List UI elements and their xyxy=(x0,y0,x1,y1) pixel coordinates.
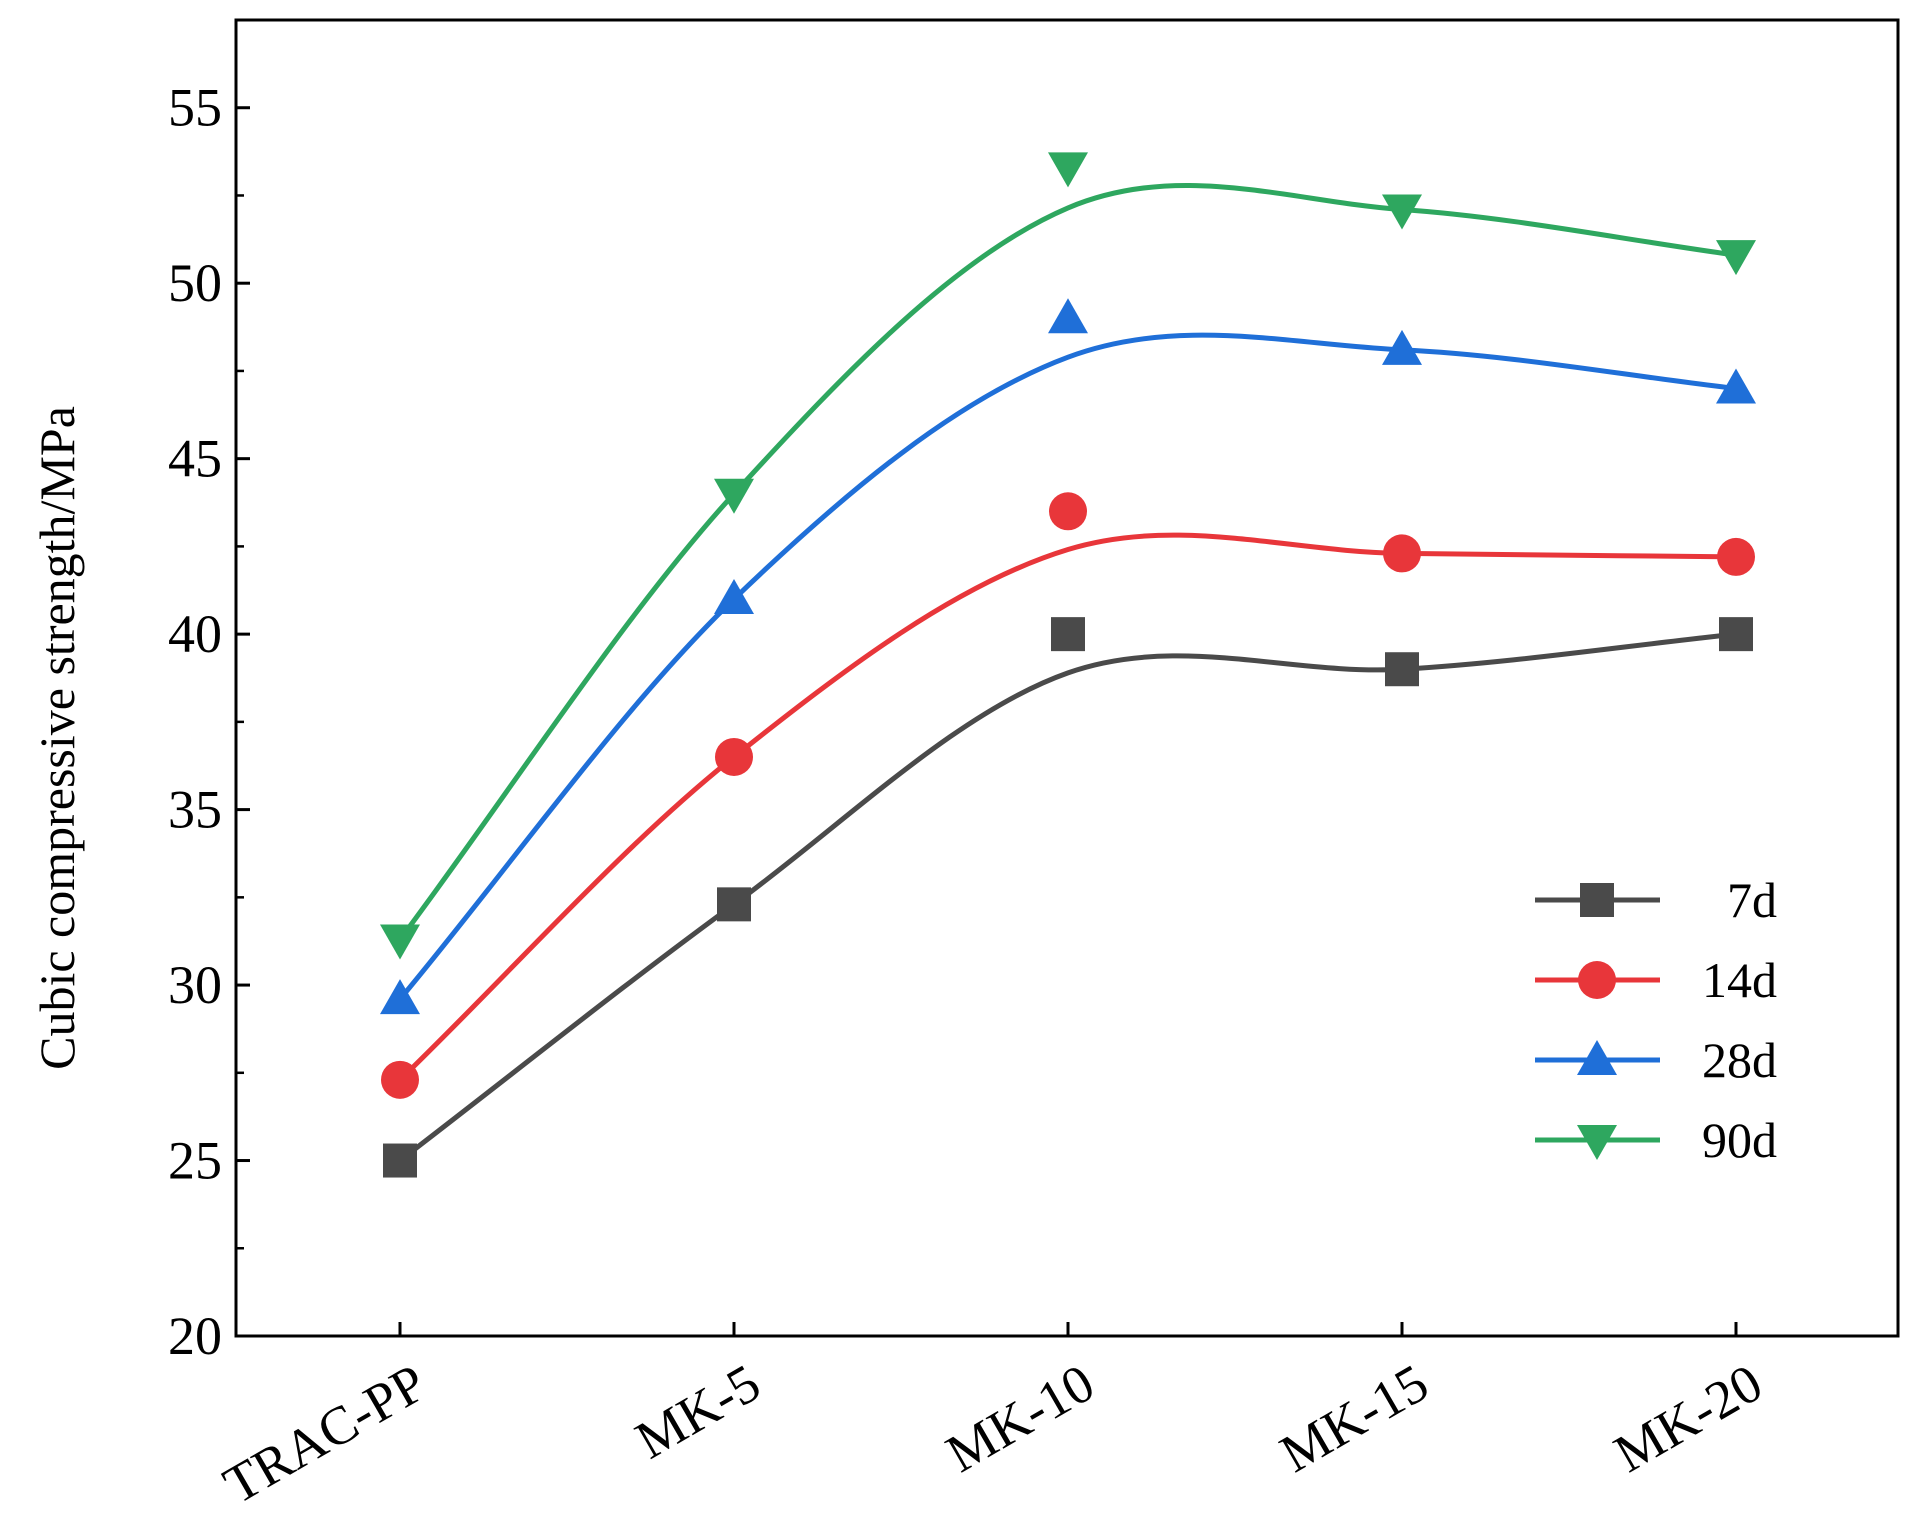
series-line-14d xyxy=(398,532,1737,1082)
x-axis: TRAC-PP MK-5 MK-10 MK-15 MK-20 xyxy=(214,1322,1772,1515)
legend-marker-28d xyxy=(1577,1040,1617,1075)
data-point-90d-MK-5 xyxy=(714,478,754,514)
y-tick-label: 45 xyxy=(168,429,222,489)
series-line-7d xyxy=(398,631,1737,1163)
y-tick-label: 25 xyxy=(168,1131,222,1191)
y-tick-label: 40 xyxy=(168,604,222,664)
data-point-7d-MK-20 xyxy=(1719,617,1753,652)
x-tick-label: MK-20 xyxy=(1604,1352,1772,1483)
legend: 7d 14d 28d 90d xyxy=(1535,872,1777,1168)
x-tick-label: MK-5 xyxy=(626,1352,770,1470)
legend-label-14d: 14d xyxy=(1702,952,1777,1008)
data-point-14d-MK-5 xyxy=(715,737,753,776)
data-point-28d-MK-15 xyxy=(1382,329,1422,365)
data-point-7d-MK-10 xyxy=(1051,617,1085,652)
series-line-28d xyxy=(398,332,1737,1001)
data-point-7d-MK-15 xyxy=(1385,652,1419,687)
data-point-7d-MK-5 xyxy=(717,887,751,922)
data-point-28d-MK-10 xyxy=(1048,298,1088,334)
data-point-90d-MK-15 xyxy=(1382,194,1422,230)
data-point-90d-MK-10 xyxy=(1048,152,1088,188)
legend-label-28d: 28d xyxy=(1702,1032,1777,1088)
data-point-90d-MK-20 xyxy=(1716,240,1756,276)
y-tick-label: 20 xyxy=(168,1306,222,1366)
data-point-14d-TRAC-PP xyxy=(381,1060,419,1099)
data-point-14d-MK-15 xyxy=(1383,534,1421,573)
legend-marker-14d xyxy=(1578,961,1616,999)
data-point-28d-MK-20 xyxy=(1716,368,1756,404)
series-curves xyxy=(397,182,1737,1163)
x-tick-label: MK-10 xyxy=(936,1352,1104,1483)
y-tick-label: 35 xyxy=(168,780,222,840)
legend-label-90d: 90d xyxy=(1702,1112,1777,1168)
data-point-28d-MK-5 xyxy=(714,579,754,615)
x-tick-label: MK-15 xyxy=(1270,1352,1438,1483)
data-point-14d-MK-20 xyxy=(1717,537,1755,576)
legend-marker-90d xyxy=(1577,1125,1617,1160)
data-point-28d-TRAC-PP xyxy=(380,979,420,1015)
data-point-7d-TRAC-PP xyxy=(383,1143,417,1178)
series-markers xyxy=(380,152,1756,1178)
y-tick-label: 55 xyxy=(168,78,222,138)
legend-marker-7d xyxy=(1580,883,1614,917)
y-axis: 20 25 30 35 40 45 50 55 xyxy=(168,78,250,1366)
y-axis-title: Cubic compressive strength/MPa xyxy=(29,406,85,1070)
legend-label-7d: 7d xyxy=(1727,872,1777,928)
data-point-90d-TRAC-PP xyxy=(380,924,420,960)
x-tick-label: TRAC-PP xyxy=(214,1352,436,1515)
data-point-14d-MK-10 xyxy=(1049,492,1087,531)
series-line-90d xyxy=(397,182,1737,941)
y-tick-label: 30 xyxy=(168,955,222,1015)
y-tick-label: 50 xyxy=(168,253,222,313)
